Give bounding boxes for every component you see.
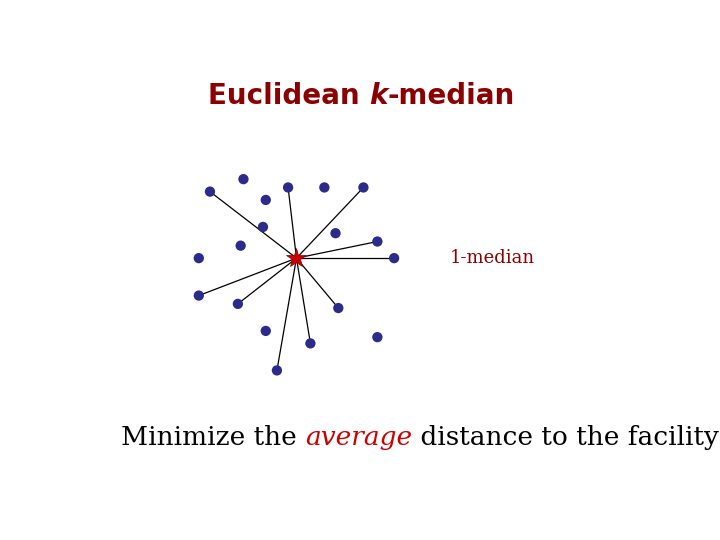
Point [193,291,204,300]
Point [235,241,246,250]
Point [260,327,271,335]
Point [232,300,243,308]
Text: distance to the facility: distance to the facility [412,426,719,450]
Point [238,175,249,184]
Text: Euclidean: Euclidean [208,82,369,110]
Point [282,183,294,192]
Text: Minimize the: Minimize the [121,426,305,450]
Point [271,366,283,375]
Point [388,254,400,262]
Point [372,237,383,246]
Text: k: k [369,82,387,110]
Text: 1-median: 1-median [450,249,535,267]
Point [193,254,204,262]
Point [257,222,269,231]
Text: average: average [305,426,412,450]
Point [318,183,330,192]
Text: -median: -median [387,82,515,110]
Point [260,195,271,204]
Point [305,339,316,348]
Point [204,187,216,196]
Point [333,303,344,312]
Point [330,229,341,238]
Point [358,183,369,192]
Point [372,333,383,341]
